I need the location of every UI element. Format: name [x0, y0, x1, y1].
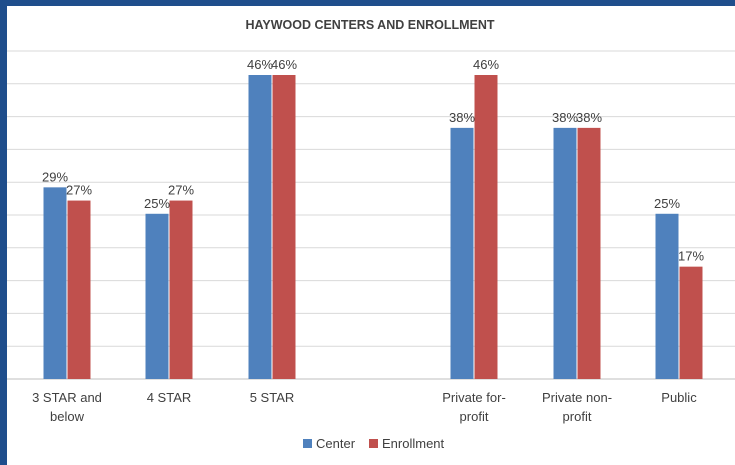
- chart-panel: HAYWOOD CENTERS AND ENROLLMENT 29% 27% 25%…: [7, 6, 735, 465]
- bar-enrollment: [474, 75, 498, 379]
- category-tick-labels: 3 STAR and below 4 STAR 5 STAR Private for-p…: [32, 390, 697, 424]
- bar-enrollment: [272, 75, 296, 379]
- gridlines: [7, 50, 735, 380]
- legend-swatch: [303, 439, 312, 448]
- chart-title: HAYWOOD CENTERS AND ENROLLMENT: [245, 18, 494, 32]
- data-label: 29%: [42, 169, 68, 184]
- category-tick-label: profit: [563, 409, 592, 424]
- category-tick-label: 5 STAR: [250, 390, 295, 405]
- bar-center: [553, 127, 577, 379]
- category-tick-label: Public: [661, 390, 697, 405]
- legend: Center Enrollment: [303, 436, 445, 451]
- data-label: 38%: [552, 110, 578, 125]
- bar-chart: HAYWOOD CENTERS AND ENROLLMENT 29%27%25%…: [7, 18, 735, 451]
- data-label: 17%: [678, 249, 704, 264]
- data-label: 25%: [654, 196, 680, 211]
- data-label: 46%: [247, 57, 273, 72]
- bar-center: [450, 127, 474, 379]
- data-label: 27%: [66, 183, 92, 198]
- bars: [43, 75, 703, 379]
- category-tick-label: profit: [460, 409, 489, 424]
- category-tick-label: below: [50, 409, 85, 424]
- data-label: 27%: [168, 183, 194, 198]
- category-tick-label: Private for-: [442, 390, 506, 405]
- data-label: 46%: [271, 57, 297, 72]
- legend-swatch: [369, 439, 378, 448]
- category-tick-label: 3 STAR and: [32, 390, 102, 405]
- bar-enrollment: [67, 200, 91, 379]
- bar-center: [43, 187, 67, 379]
- bar-enrollment: [169, 200, 193, 379]
- category-tick-label: Private non-: [542, 390, 612, 405]
- data-label: 25%: [144, 196, 170, 211]
- category-tick-label: 4 STAR: [147, 390, 192, 405]
- bar-center: [248, 75, 272, 379]
- bar-enrollment: [679, 266, 703, 379]
- data-label: 46%: [473, 57, 499, 72]
- data-labels: 29%27%25%27%46%46%38%46%38%38%25%17%: [42, 57, 704, 264]
- bar-center: [655, 213, 679, 379]
- bar-enrollment: [577, 127, 601, 379]
- data-label: 38%: [576, 110, 602, 125]
- legend-label: Center: [316, 436, 356, 451]
- legend-label: Enrollment: [382, 436, 445, 451]
- bar-center: [145, 213, 169, 379]
- data-label: 38%: [449, 110, 475, 125]
